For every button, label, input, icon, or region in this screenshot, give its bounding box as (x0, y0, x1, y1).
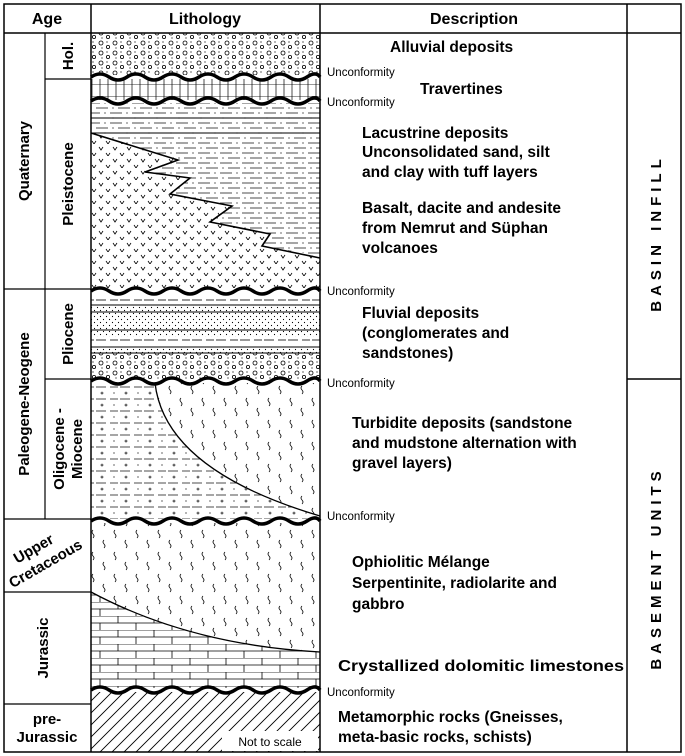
desc-basalt-line2: from Nemrut and Süphan (362, 220, 548, 237)
desc-limestone: Crystallized dolomitic limestones (338, 658, 624, 675)
age-paleogene-neogene: Paleogene-Neogene (16, 332, 33, 475)
interfinger-line (90, 132, 321, 259)
header-lithology: Lithology (169, 11, 241, 28)
desc-metamorphic-line1: Metamorphic rocks (Gneisses, (338, 709, 563, 726)
serpentinite-wedge (155, 383, 320, 516)
fluvial-conglomerate-layer (91, 353, 320, 379)
unconformity-label-5: Unconformity (327, 511, 395, 523)
desc-fluvial-line1: Fluvial deposits (362, 305, 479, 322)
age-pre-jurassic-line2: Jurassic (17, 729, 78, 746)
desc-fluvial-line2: (conglomerates and (362, 325, 509, 342)
desc-fluvial-line3: sandstones) (362, 345, 453, 362)
age-holocene: Hol. (60, 42, 77, 70)
desc-lacustrine-line3: and clay with tuff layers (362, 164, 538, 181)
desc-ophiolitic-line2: Serpentinite, radiolarite and (352, 575, 557, 592)
unconformity-label-2: Unconformity (327, 97, 395, 109)
desc-basalt-line1: Basalt, dacite and andesite (362, 200, 561, 217)
not-to-scale-note: Not to scale (238, 735, 302, 749)
desc-lacustrine-line1: Lacustrine deposits (362, 125, 508, 142)
age-pleistocene: Pleistocene (60, 142, 77, 225)
lithology-column (90, 33, 321, 752)
unconformity-line-4 (90, 376, 322, 386)
desc-metamorphic-line2: meta-basic rocks, schists) (338, 729, 532, 746)
unconformity-line-3 (90, 286, 322, 296)
unconformity-label-4: Unconformity (327, 378, 395, 390)
side-label-basin-infill: BASIN INFILL (648, 154, 665, 312)
lacustrine-interfinger (91, 133, 320, 258)
unconformity-label-3: Unconformity (327, 286, 395, 298)
age-jurassic: Jurassic (35, 618, 52, 679)
unconformity-label-6: Unconformity (327, 687, 395, 699)
table-grid (3, 3, 682, 753)
age-oligocene-miocene-line1: Oligocene - (51, 408, 68, 490)
desc-basalt-line3: volcanoes (362, 240, 438, 257)
age-pliocene: Pliocene (60, 303, 77, 365)
unconformity-lines (90, 72, 322, 695)
desc-ophiolitic-line3: gabbro (352, 596, 405, 613)
age-quaternary: Quaternary (16, 120, 33, 201)
desc-ophiolitic-line1: Ophiolitic Mélange (352, 554, 490, 571)
limestone-wedge (91, 592, 320, 688)
age-pre-jurassic-line1: pre- (33, 711, 61, 728)
desc-travertines: Travertines (420, 81, 503, 98)
side-label-basement-units: BASEMENT UNITS (648, 466, 665, 669)
desc-lacustrine-line2: Unconsolidated sand, silt (362, 144, 550, 161)
alluvial-layer (91, 33, 320, 75)
header-age: Age (32, 11, 62, 28)
header-description: Description (430, 11, 518, 28)
desc-turbidite-line2: and mudstone alternation with (352, 435, 577, 452)
desc-alluvial: Alluvial deposits (390, 39, 513, 56)
unconformity-line-2 (90, 96, 322, 106)
unconformity-label-1: Unconformity (327, 67, 395, 79)
unconformity-line-5 (90, 516, 322, 526)
unconformity-line-6 (90, 685, 322, 695)
unconformity-line-1 (90, 72, 322, 82)
desc-turbidite-line1: Turbidite deposits (sandstone (352, 415, 573, 432)
age-oligocene-miocene-line2: Miocene (69, 419, 86, 479)
desc-turbidite-line3: gravel layers) (352, 455, 452, 472)
travertine-layer (91, 79, 320, 100)
